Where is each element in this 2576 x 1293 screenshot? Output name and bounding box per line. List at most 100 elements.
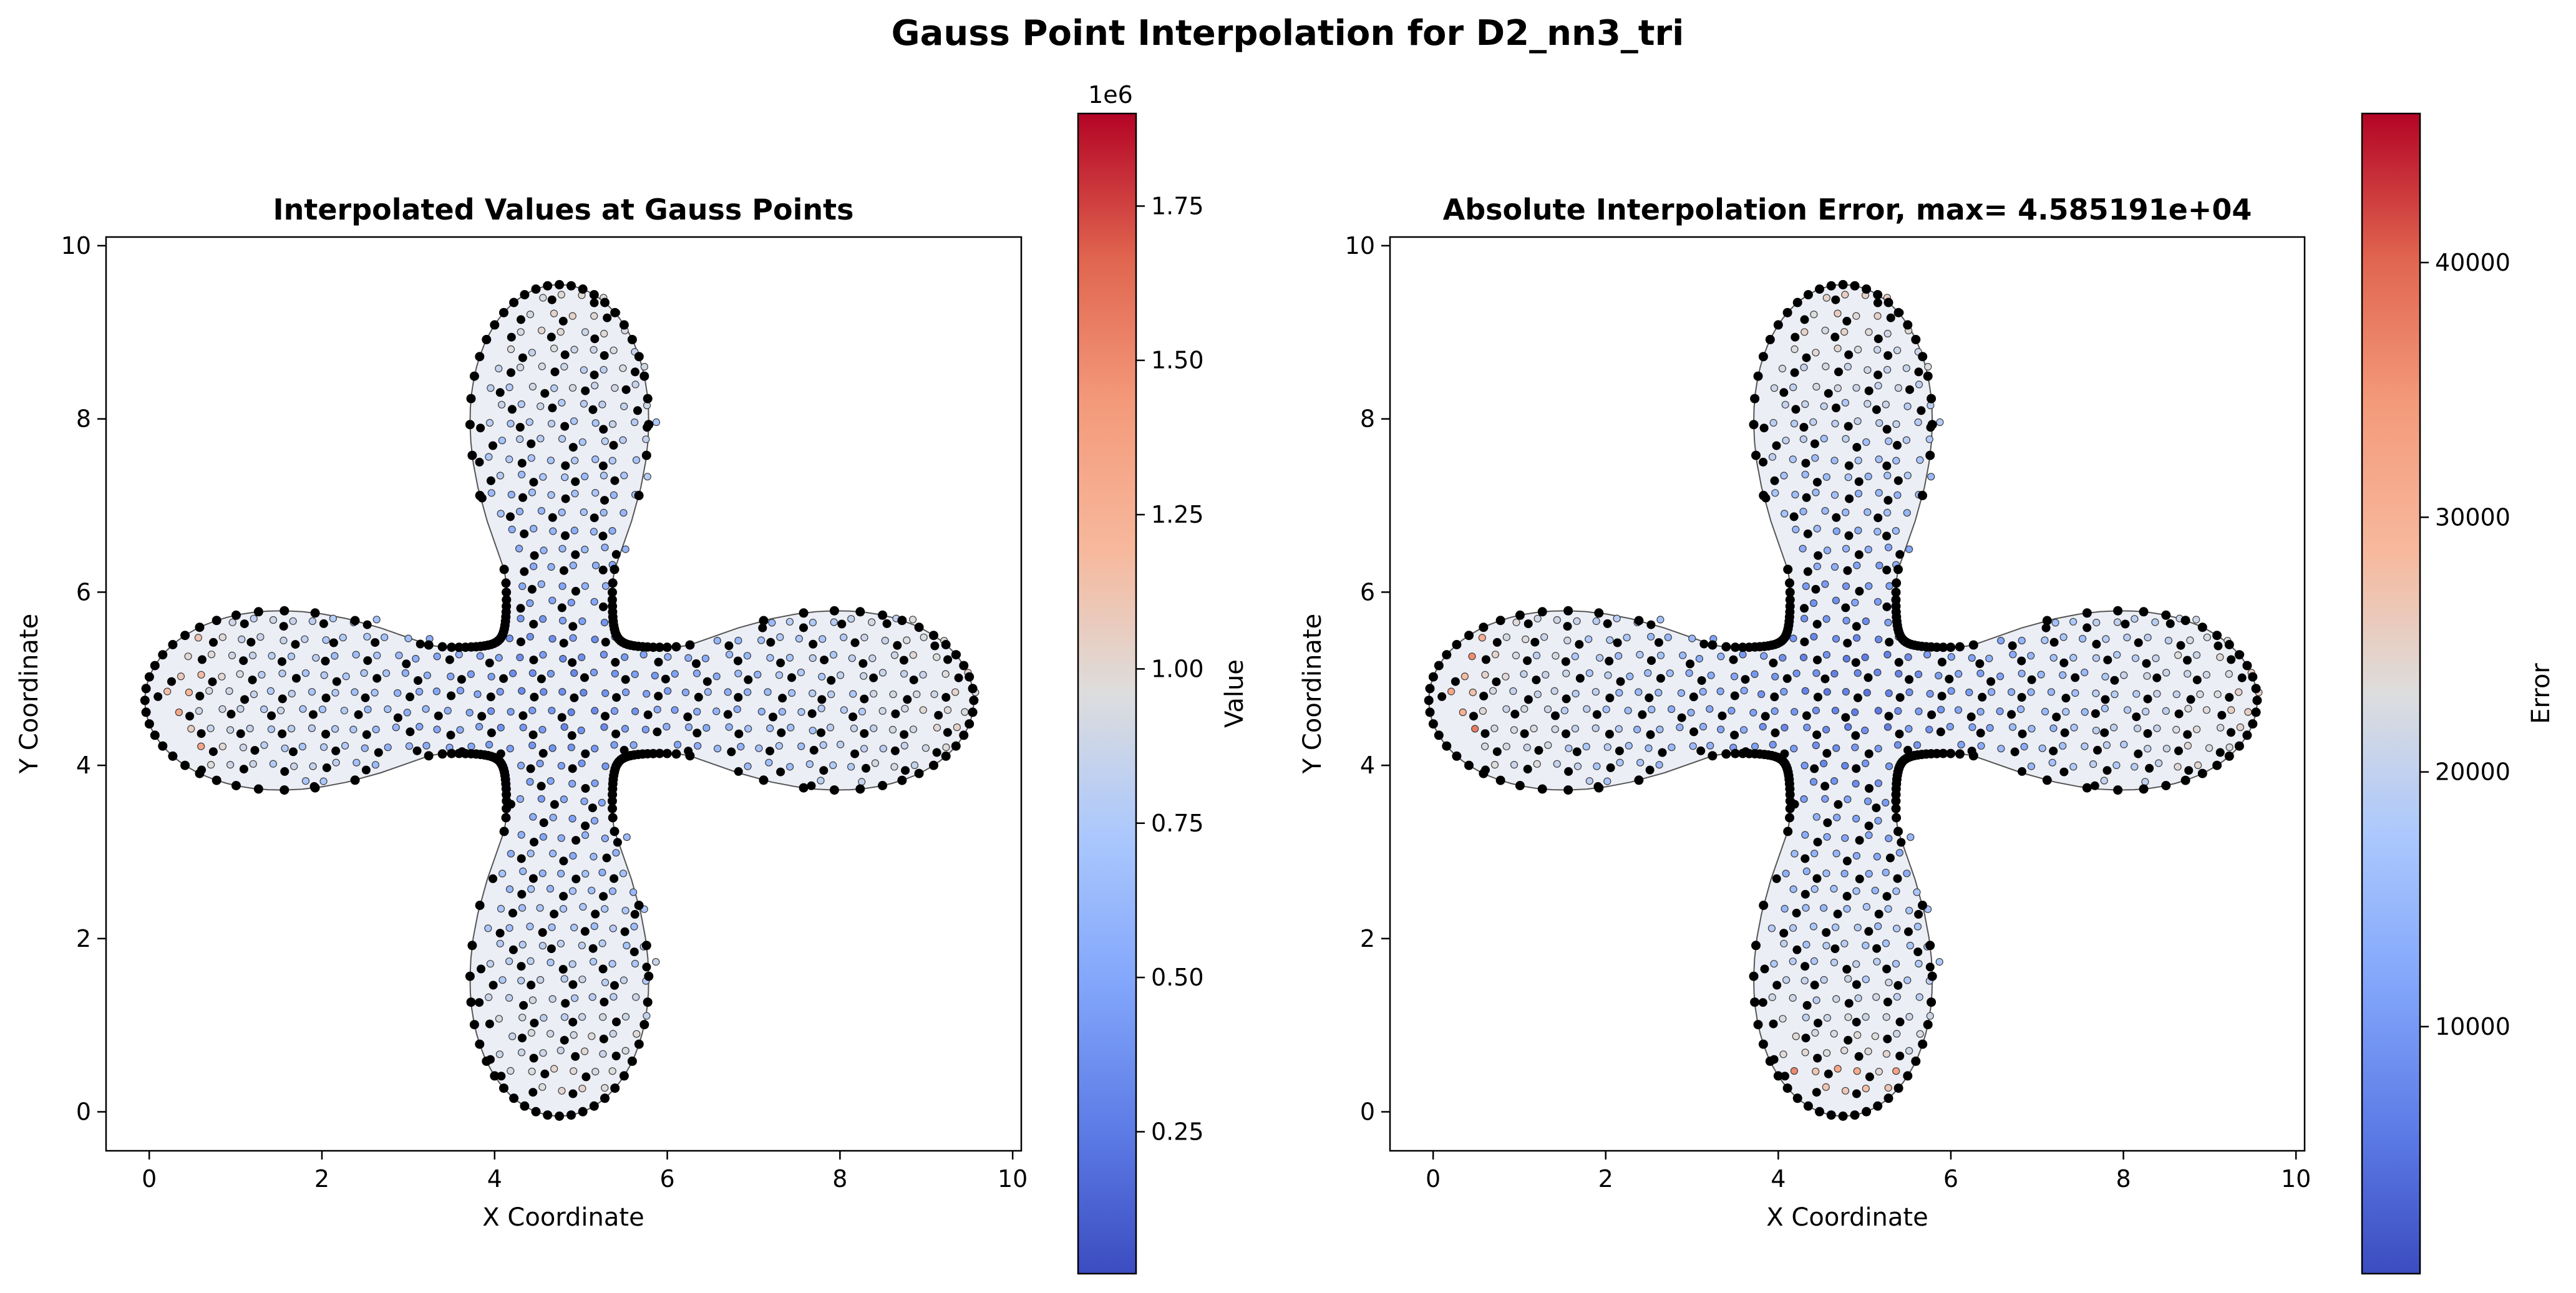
gauss-point bbox=[433, 725, 441, 734]
gauss-point bbox=[933, 653, 941, 661]
gauss-point bbox=[2236, 723, 2244, 732]
colorbar-gradient bbox=[1077, 112, 1137, 1275]
mesh-node bbox=[1451, 677, 1460, 686]
mesh-node bbox=[1613, 638, 1622, 647]
gauss-point bbox=[1935, 672, 1943, 680]
mesh-node bbox=[519, 1000, 528, 1010]
gauss-point bbox=[836, 740, 845, 748]
mesh-node bbox=[371, 638, 380, 647]
mesh-node bbox=[850, 638, 860, 647]
boundary-node bbox=[2197, 622, 2207, 632]
boundary-node bbox=[2113, 606, 2123, 616]
gauss-point bbox=[868, 654, 877, 662]
boundary-node bbox=[969, 695, 979, 705]
mesh-node bbox=[600, 351, 609, 360]
gauss-point bbox=[506, 745, 514, 753]
gauss-point bbox=[1481, 742, 1489, 750]
boundary-node bbox=[610, 308, 620, 317]
mesh-node bbox=[1914, 367, 1923, 377]
mesh-node bbox=[2018, 767, 2026, 776]
boundary-node bbox=[1785, 803, 1795, 813]
mesh-node bbox=[1800, 315, 1809, 324]
mesh-node bbox=[891, 709, 900, 719]
gauss-point bbox=[1615, 725, 1623, 733]
gauss-point bbox=[1925, 725, 1933, 734]
gauss-point bbox=[557, 939, 565, 947]
boundary-node bbox=[897, 775, 907, 785]
gauss-point bbox=[1789, 634, 1797, 642]
gauss-point bbox=[757, 707, 766, 716]
gauss-point bbox=[2120, 671, 2128, 679]
mesh-node bbox=[600, 496, 609, 505]
boundary-node bbox=[447, 748, 457, 758]
gauss-point bbox=[797, 708, 805, 716]
gauss-point bbox=[725, 651, 734, 659]
boundary-node bbox=[1826, 1110, 1836, 1120]
gauss-point bbox=[384, 743, 392, 752]
gauss-point bbox=[1832, 635, 1840, 643]
gauss-point bbox=[349, 725, 357, 734]
boundary-node bbox=[253, 784, 263, 794]
boundary-node bbox=[141, 684, 151, 694]
boundary-node bbox=[1792, 1093, 1802, 1103]
gauss-point bbox=[600, 651, 608, 659]
gauss-point bbox=[2164, 636, 2172, 645]
gauss-point bbox=[1809, 418, 1817, 426]
mesh-node bbox=[1884, 712, 1893, 721]
mesh-node bbox=[1524, 619, 1533, 629]
mesh-node bbox=[278, 694, 287, 704]
gauss-point bbox=[860, 633, 868, 642]
gauss-point bbox=[392, 724, 400, 732]
gauss-point bbox=[2020, 742, 2028, 751]
gauss-point bbox=[518, 582, 527, 591]
boundary-node bbox=[897, 616, 907, 626]
gauss-point bbox=[1810, 850, 1819, 858]
mesh-node bbox=[610, 476, 620, 485]
boundary-node bbox=[1758, 1039, 1768, 1049]
mesh-node bbox=[1781, 1072, 1789, 1081]
axes-frame bbox=[105, 236, 1023, 1152]
x-tick-label: 4 bbox=[487, 1165, 502, 1193]
mesh-node bbox=[278, 729, 287, 739]
mesh-node bbox=[588, 405, 598, 414]
mesh-node bbox=[528, 874, 538, 883]
boundary-node bbox=[610, 564, 620, 574]
mesh-node bbox=[198, 655, 207, 664]
boundary-node bbox=[634, 1039, 644, 1049]
mesh-node bbox=[561, 494, 570, 503]
gauss-point bbox=[495, 1050, 504, 1058]
gauss-point bbox=[260, 741, 268, 749]
gauss-point bbox=[1812, 996, 1820, 1004]
gauss-point bbox=[340, 707, 349, 715]
boundary-node bbox=[501, 578, 511, 588]
mesh-node bbox=[1852, 1089, 1861, 1098]
mesh-node bbox=[517, 889, 527, 899]
gauss-point bbox=[550, 384, 558, 392]
boundary-node bbox=[1955, 749, 1965, 759]
gauss-point bbox=[1832, 527, 1840, 535]
gauss-point bbox=[610, 346, 618, 354]
gauss-point bbox=[2205, 744, 2214, 752]
mesh-node bbox=[1689, 692, 1698, 702]
mesh-node bbox=[1812, 619, 1822, 629]
gauss-point bbox=[467, 670, 475, 679]
mesh-node bbox=[1561, 657, 1570, 666]
gauss-point bbox=[1864, 366, 1872, 374]
gauss-point bbox=[1916, 1030, 1924, 1038]
gauss-point bbox=[1523, 743, 1531, 752]
boundary-node bbox=[566, 1110, 576, 1120]
gauss-point bbox=[557, 869, 565, 878]
boundary-node bbox=[1850, 1110, 1860, 1120]
mesh-node bbox=[2010, 747, 2019, 757]
gauss-point bbox=[785, 763, 794, 771]
gauss-point bbox=[1802, 582, 1810, 591]
gauss-point bbox=[2131, 654, 2140, 662]
gauss-point bbox=[1851, 743, 1859, 752]
mesh-node bbox=[477, 712, 487, 721]
gauss-point bbox=[933, 724, 941, 732]
gauss-point bbox=[1490, 760, 1499, 769]
gauss-point bbox=[588, 1032, 596, 1040]
gauss-point bbox=[623, 833, 631, 841]
